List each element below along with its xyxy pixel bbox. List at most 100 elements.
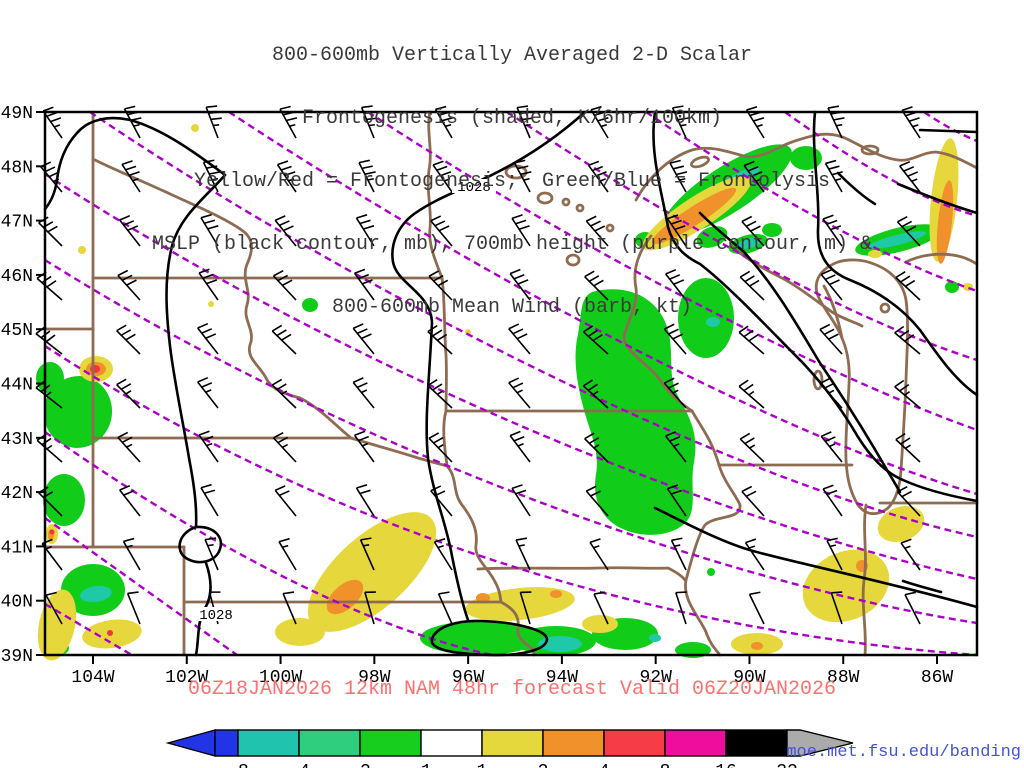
wind-barb: [509, 430, 531, 463]
wind-barb: [198, 268, 219, 301]
wind-barb: [428, 270, 453, 301]
colorbar-tick-label: 2: [538, 762, 549, 768]
wind-barb: [271, 324, 297, 355]
wind-barb: [593, 591, 609, 625]
wind-barb: [741, 485, 765, 517]
wind-barb: [272, 431, 297, 463]
longitude-axis: 104W 102W 100W 98W 96W 94W 92W 90W 88W 86W: [71, 655, 953, 688]
colorbar-segment: [664, 729, 727, 757]
colorbar-tick-label: 8: [660, 762, 671, 768]
wind-barb: [274, 485, 297, 517]
wind-barb: [743, 160, 765, 193]
lon-tick-label: 96W: [452, 668, 485, 688]
lat-tick-label: 47N: [1, 213, 33, 233]
wind-barb: [200, 483, 219, 517]
colorbar-tick-label: 4: [599, 762, 610, 768]
website-link[interactable]: moe.met.fsu.edu/banding: [786, 743, 1021, 762]
wind-barb: [515, 537, 531, 571]
state-borders: [43, 110, 979, 657]
lon-tick-label: 102W: [165, 668, 208, 688]
wind-barb: [739, 432, 765, 463]
title-line-2: Frontogenesis (shaded, K/6hr/100km): [301, 107, 723, 130]
wind-barb: [197, 322, 219, 355]
wind-barb: [427, 324, 453, 355]
contour-label-backing: [452, 179, 496, 193]
wind-barb: [584, 432, 609, 463]
wind-barb: [519, 591, 532, 625]
wind-barb: [895, 270, 921, 301]
wind-barb: [899, 160, 921, 193]
lat-tick-label: 39N: [1, 647, 33, 667]
title-line-1: 800-600mb Vertically Averaged 2-D Scalar: [271, 44, 753, 67]
wind-barb: [202, 159, 221, 193]
title-line-3: Yellow/Red = Frontogenesis; Green/Blue =…: [193, 170, 831, 193]
wind-barb: [900, 538, 921, 571]
wind-barb: [430, 485, 453, 517]
lat-tick-label: 45N: [1, 321, 33, 341]
wind-barb: [274, 215, 297, 247]
wind-barb: [358, 159, 376, 193]
colorbar-segment: [359, 729, 422, 757]
wind-barb: [669, 159, 688, 193]
wind-barb: [282, 591, 297, 625]
wind-barb: [663, 377, 687, 409]
frontogenesis-orange-shading: [48, 180, 954, 650]
lat-tick-label: 49N: [1, 104, 33, 124]
wind-barb: [508, 377, 531, 409]
wind-barb: [665, 430, 687, 463]
lon-tick-label: 100W: [259, 668, 302, 688]
wind-barb: [117, 431, 141, 463]
wind-barb: [513, 159, 532, 193]
colorbar-left-arrow: [165, 729, 216, 757]
wind-barb: [119, 214, 141, 247]
lat-tick-label: 41N: [1, 538, 33, 558]
wind-barb: [590, 105, 609, 139]
wind-barb: [434, 105, 453, 139]
colorbar-right-arrow: [786, 729, 854, 757]
wind-barb: [352, 323, 375, 355]
wind-barb: [278, 537, 297, 571]
lon-tick-label: 104W: [71, 668, 114, 688]
colorbar-tick-label: -8: [227, 762, 249, 768]
colorbar-segment: [725, 729, 788, 757]
wind-barb: [663, 323, 687, 355]
lat-tick-label: 43N: [1, 430, 33, 450]
wind-barb: [665, 268, 687, 301]
latitude-axis: 49N 48N 47N 46N 45N 44N 43N 42N 41N 40N 39N: [1, 104, 45, 667]
wind-barb: [675, 591, 687, 625]
colorbar-segment: [542, 729, 605, 757]
wind-barb: [433, 538, 453, 571]
wind-barb: [824, 159, 843, 193]
colorbar-tick-label: -1: [410, 762, 432, 768]
wind-barb: [741, 215, 765, 247]
title-line-4: MSLP (black contour, mb), 700mb height (…: [151, 233, 873, 256]
wind-barb: [198, 430, 219, 463]
colorbar-tick-label: -2: [349, 762, 371, 768]
wind-barb: [353, 430, 375, 463]
wind-barb: [819, 323, 843, 355]
wind-barb: [432, 160, 453, 193]
wind-barb: [122, 537, 141, 571]
wind-barb: [820, 269, 843, 301]
colorbar-tick-label: 32: [776, 762, 798, 768]
contour-label-backing: [194, 607, 238, 621]
wind-barb: [126, 591, 141, 625]
lon-tick-label: 94W: [546, 668, 579, 688]
colorbar-tick-label: 16: [715, 762, 737, 768]
wind-barb: [901, 106, 921, 139]
wind-barb: [116, 378, 141, 409]
wind-barb: [582, 325, 609, 355]
wind-barb: [896, 215, 921, 247]
colorbar-tick-label: -4: [288, 762, 310, 768]
colorbar-segment: [298, 729, 361, 757]
forecast-valid-time: 06Z18JAN2026 12km NAM 48hr forecast Vali…: [187, 678, 837, 701]
wind-barb: [276, 160, 297, 193]
wind-barb: [117, 269, 141, 301]
colorbar-segment: [481, 729, 544, 757]
lat-tick-label: 40N: [1, 593, 33, 613]
wind-barb: [116, 324, 141, 355]
lat-tick-label: 46N: [1, 267, 33, 287]
wind-barb: [123, 105, 142, 139]
